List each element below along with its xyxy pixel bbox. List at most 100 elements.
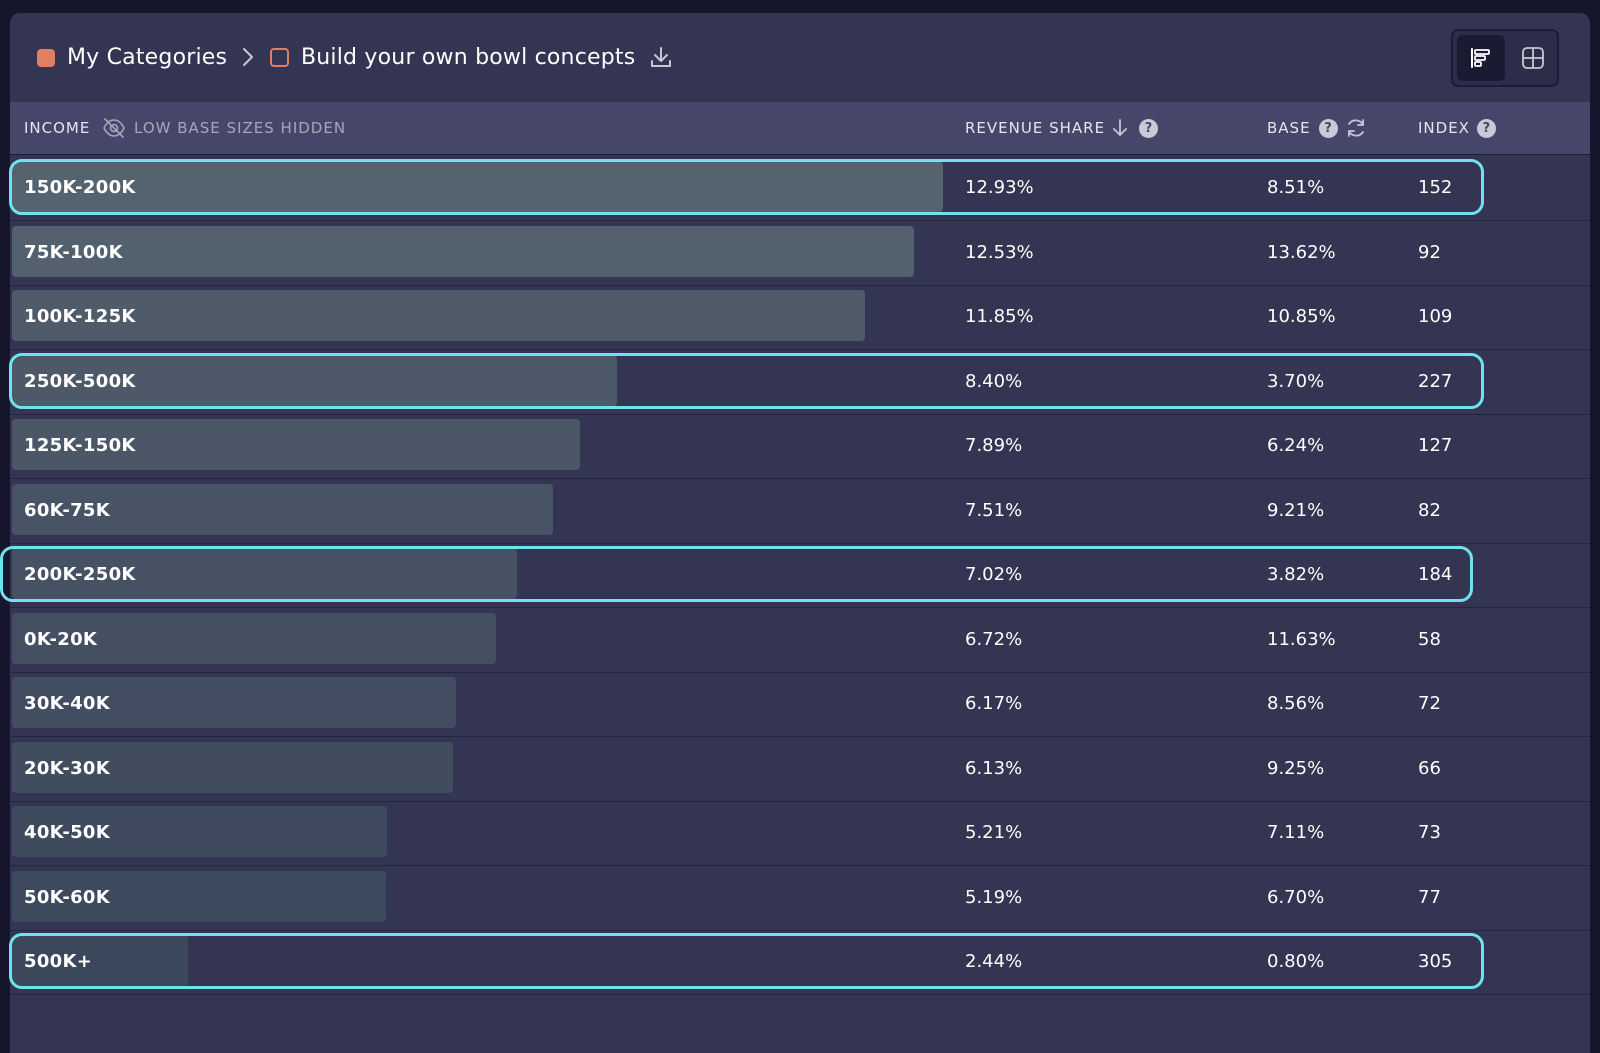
revenue-share-value: 5.21% (965, 822, 1023, 843)
base-value: 8.56% (1267, 693, 1325, 714)
table-row[interactable]: 50K-60K 5.19% 6.70% 77 (10, 865, 1590, 931)
income-header-label: INCOME (24, 119, 91, 137)
bar-chart-icon (1471, 48, 1490, 68)
income-label: 100K-125K (24, 306, 136, 327)
index-value: 152 (1418, 177, 1453, 198)
base-value: 6.70% (1267, 886, 1325, 908)
revenue-share-value: 6.17% (965, 693, 1023, 714)
top-bar: My Categories Build your own bowl concep… (10, 13, 1590, 103)
table-row[interactable]: 500K+ 2.44% 0.80% 305 (9, 929, 1590, 995)
revenue-share-value: 5.19% (965, 886, 1023, 908)
index-column-header[interactable]: INDEX ? (1418, 102, 1496, 154)
revenue-share-value: 7.89% (965, 435, 1023, 456)
eye-off-icon (103, 118, 125, 138)
breadcrumb-current[interactable]: Build your own bowl concepts (270, 13, 635, 102)
low-base-note: LOW BASE SIZES HIDDEN (134, 119, 347, 137)
revenue-share-value: 2.44% (965, 951, 1023, 972)
breadcrumb-root[interactable]: My Categories (37, 13, 227, 102)
base-value: 3.70% (1267, 370, 1325, 392)
income-label: 75K-100K (24, 241, 123, 263)
revenue-share-bar (12, 741, 453, 793)
income-label: 30K-40K (24, 693, 111, 714)
download-icon[interactable] (650, 46, 672, 68)
table-row[interactable]: 200K-250K 7.02% 3.82% 184 (0, 542, 1590, 608)
grid-icon (1522, 47, 1544, 69)
refresh-icon[interactable] (1345, 117, 1367, 139)
revenue-share-help-icon[interactable]: ? (1139, 118, 1159, 138)
index-value: 305 (1418, 951, 1453, 972)
main-panel: My Categories Build your own bowl concep… (0, 13, 1590, 1053)
revenue-share-bar (12, 612, 496, 664)
highlight-outline (9, 159, 1484, 215)
table-row[interactable]: 100K-125K 11.85% 10.85% 109 (10, 284, 1590, 350)
revenue-share-bar (12, 483, 553, 535)
income-label: 150K-200K (24, 177, 136, 198)
table-row[interactable]: 40K-50K 5.21% 7.11% 73 (10, 800, 1590, 866)
base-value: 13.62% (1267, 241, 1336, 263)
index-value: 66 (1418, 757, 1441, 779)
index-value: 127 (1418, 435, 1453, 456)
revenue-share-bar (12, 677, 456, 728)
table-row[interactable]: 20K-30K 6.13% 9.25% 66 (10, 736, 1590, 802)
income-label: 125K-150K (24, 435, 136, 456)
base-value: 9.21% (1267, 499, 1325, 521)
index-help-icon[interactable]: ? (1476, 118, 1496, 138)
low-base-toggle[interactable]: LOW BASE SIZES HIDDEN (102, 102, 346, 154)
revenue-share-value: 11.85% (965, 306, 1034, 327)
category-outline-swatch (270, 48, 289, 67)
revenue-share-header-label: REVENUE SHARE (965, 119, 1106, 137)
base-column-header[interactable]: BASE ? (1267, 102, 1367, 154)
bar-chart-view-button[interactable] (1457, 35, 1505, 81)
revenue-share-column-header[interactable]: REVENUE SHARE ? (965, 102, 1159, 154)
breadcrumb-current-label: Build your own bowl concepts (301, 45, 636, 70)
revenue-share-bar (12, 870, 386, 922)
income-label: 200K-250K (24, 564, 136, 585)
revenue-share-value: 7.02% (965, 564, 1023, 585)
grid-view-button[interactable] (1509, 35, 1557, 81)
revenue-share-value: 12.93% (965, 177, 1034, 198)
table-row[interactable]: 150K-200K 12.93% 8.51% 152 (9, 155, 1590, 221)
breadcrumb-root-label: My Categories (67, 45, 228, 70)
revenue-share-value: 8.40% (965, 370, 1023, 392)
base-value: 8.51% (1267, 177, 1325, 198)
revenue-share-bar (12, 548, 517, 599)
income-label: 0K-20K (24, 628, 98, 650)
index-header-label: INDEX (1418, 119, 1470, 137)
revenue-share-value: 7.51% (965, 499, 1023, 521)
base-value: 11.63% (1267, 628, 1336, 650)
base-help-icon[interactable]: ? (1318, 118, 1338, 138)
index-value: 82 (1418, 499, 1441, 521)
revenue-share-value: 6.72% (965, 628, 1023, 650)
revenue-share-bar (12, 161, 943, 212)
table-row[interactable]: 250K-500K 8.40% 3.70% 227 (9, 349, 1590, 415)
revenue-share-value: 6.13% (965, 757, 1023, 779)
base-value: 9.25% (1267, 757, 1325, 779)
table-row[interactable]: 75K-100K 12.53% 13.62% 92 (10, 220, 1590, 286)
highlight-outline (9, 933, 1484, 989)
base-header-label: BASE (1267, 119, 1311, 137)
base-value: 7.11% (1267, 822, 1325, 843)
income-label: 40K-50K (24, 822, 111, 843)
table-row[interactable]: 0K-20K 6.72% 11.63% 58 (10, 607, 1590, 673)
index-value: 227 (1418, 370, 1453, 392)
income-label: 60K-75K (24, 499, 111, 521)
index-value: 109 (1418, 306, 1453, 327)
income-column-header[interactable]: INCOME (24, 102, 90, 154)
sort-descending-icon[interactable] (1111, 118, 1129, 138)
base-value: 3.82% (1267, 564, 1325, 585)
revenue-share-bar (12, 419, 580, 470)
index-value: 184 (1418, 564, 1453, 585)
highlight-outline (9, 352, 1484, 409)
chevron-right-icon (243, 48, 253, 66)
index-value: 77 (1418, 886, 1441, 908)
table-header: INCOME LOW BASE SIZES HIDDEN REVENUE SHA… (10, 102, 1590, 155)
base-value: 6.24% (1267, 435, 1325, 456)
table-row[interactable]: 125K-150K 7.89% 6.24% 127 (10, 413, 1590, 479)
table-row[interactable]: 30K-40K 6.17% 8.56% 72 (10, 671, 1590, 737)
highlight-outline (0, 546, 1473, 602)
table-row[interactable]: 60K-75K 7.51% 9.21% 82 (10, 478, 1590, 544)
index-value: 72 (1418, 693, 1441, 714)
revenue-share-bar (12, 806, 387, 857)
index-value: 73 (1418, 822, 1441, 843)
base-value: 10.85% (1267, 306, 1336, 327)
